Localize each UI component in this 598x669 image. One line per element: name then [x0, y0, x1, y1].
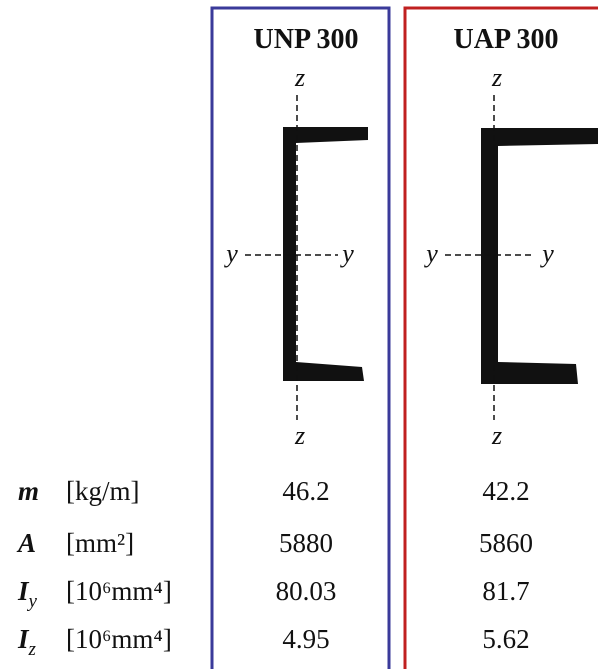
cell-value: 5880: [279, 528, 333, 558]
cell-value: 46.2: [282, 476, 329, 506]
row-label: Iy [10⁶mm⁴]: [17, 576, 172, 612]
row-symbol: I: [17, 624, 30, 654]
cell-value: 80.03: [276, 576, 337, 606]
cell-value: 5860: [479, 528, 533, 558]
row-symbol: m: [18, 476, 39, 506]
axis-label: z: [294, 63, 305, 92]
row-label: A [mm²]: [16, 528, 134, 558]
uap-section: [481, 128, 598, 384]
cell-value: 5.62: [482, 624, 529, 654]
row-label: m [kg/m]: [18, 476, 140, 506]
axis-label: z: [294, 421, 305, 450]
row-subscript: y: [27, 591, 38, 612]
row-symbol: I: [17, 576, 30, 606]
column-header: UAP 300: [454, 24, 559, 55]
axis-label: z: [491, 63, 502, 92]
uap-frame: [403, 6, 598, 669]
column-header: UNP 300: [254, 24, 359, 55]
axis-label: y: [223, 239, 238, 268]
row-symbol: A: [16, 528, 36, 558]
row-label: Iz [10⁶mm⁴]: [17, 624, 172, 660]
cell-value: 42.2: [482, 476, 529, 506]
cell-value: 81.7: [482, 576, 529, 606]
axis-label: z: [491, 421, 502, 450]
axis-label: y: [539, 239, 554, 268]
unp-section: [283, 127, 368, 381]
row-unit: [10⁶mm⁴]: [66, 624, 172, 654]
row-unit: [10⁶mm⁴]: [66, 576, 172, 606]
axis-label: y: [423, 239, 438, 268]
row-unit: [kg/m]: [66, 476, 140, 506]
row-unit: [mm²]: [66, 528, 134, 558]
row-subscript: z: [28, 639, 37, 660]
axis-label: y: [339, 239, 354, 268]
unp-frame: [210, 6, 391, 669]
cell-value: 4.95: [282, 624, 329, 654]
